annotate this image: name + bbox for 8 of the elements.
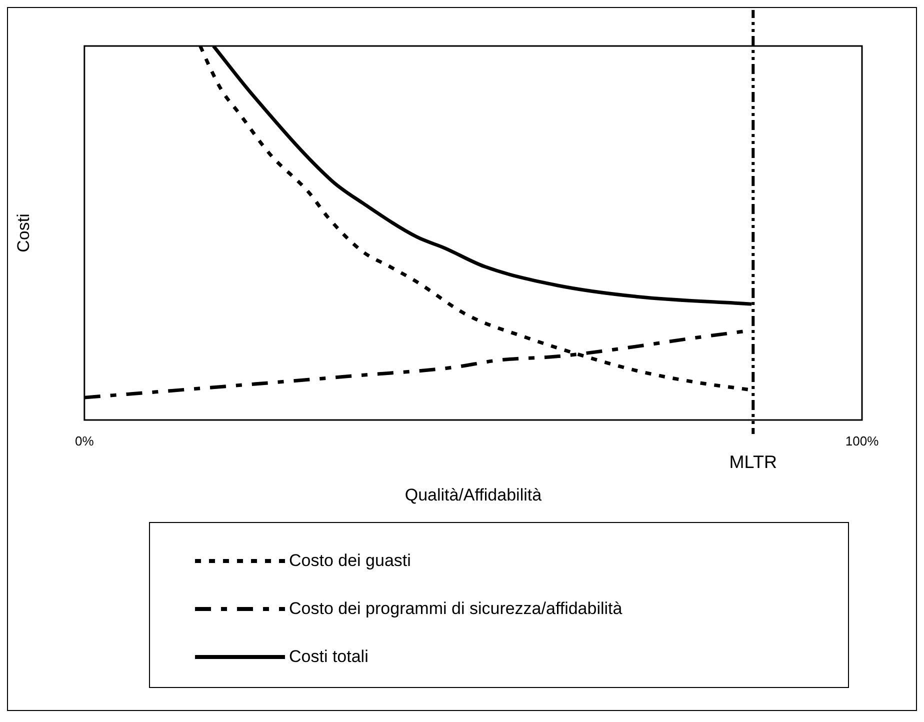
x-tick-label: 0% [75,433,94,448]
x-axis-title: Qualità/Affidabilità [404,485,542,504]
y-axis-title: Costi [14,214,33,252]
x-tick-label: 100% [845,433,880,448]
legend-label: Costo dei guasti [289,551,411,571]
legend-label: Costi totali [289,647,368,667]
ref-line-label: MLTR [729,452,777,472]
legend-label: Costo dei programmi di sicurezza/affidabilità [289,599,622,619]
